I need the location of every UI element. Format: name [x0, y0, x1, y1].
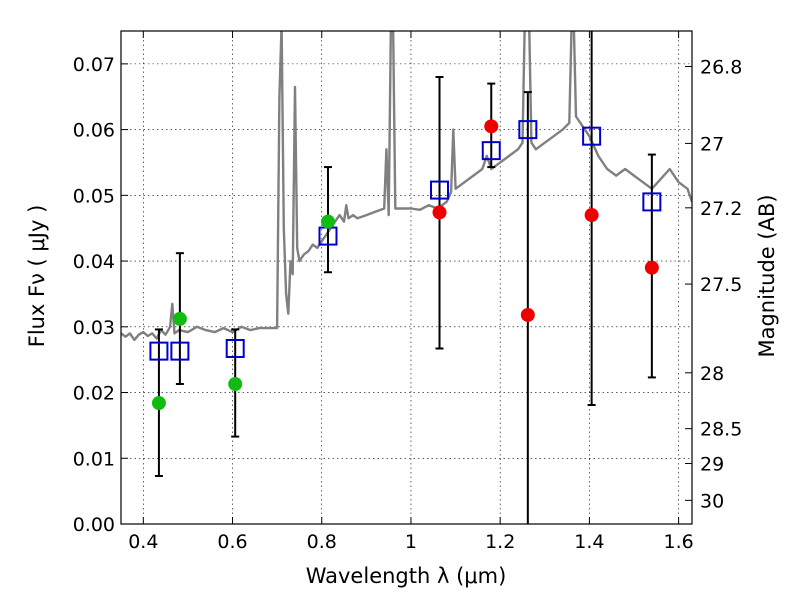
grid-lines	[121, 31, 692, 524]
y-tick-label: 0.04	[73, 251, 115, 273]
x-tick-label: 0.8	[307, 531, 337, 553]
magnitude-tick-label: 27.5	[700, 274, 742, 296]
y-tick-label: 0.02	[73, 383, 115, 405]
observed-point-green	[151, 396, 166, 411]
model-photometry-point	[518, 120, 538, 140]
y-tick-label: 0.05	[73, 185, 115, 207]
y-axis-right-label: Magnitude (AB)	[755, 194, 779, 357]
magnitude-tick-label: 29	[700, 454, 724, 476]
model-photometry-point	[430, 180, 450, 200]
y-tick-label: 0.06	[73, 120, 115, 142]
observed-point-green	[228, 376, 243, 391]
magnitude-tick-label: 28.5	[700, 419, 742, 441]
model-photometry-point	[642, 192, 662, 212]
plot-frame	[120, 30, 693, 525]
plot-area	[121, 31, 692, 524]
observed-point-red	[484, 119, 499, 134]
x-tick-label: 1.6	[664, 531, 694, 553]
observed-point-red	[584, 208, 599, 223]
x-tick-label: 0.4	[128, 531, 158, 553]
magnitude-tick-label: 27.2	[700, 198, 742, 220]
observed-point-red	[520, 307, 535, 322]
observed-point-red	[432, 205, 447, 220]
axis-ticks: 0.4 0.6 0.8 1 1.2 1.4 1.6 0.00 0.01 0.02 0.03 0.04 0…	[73, 31, 742, 553]
magnitude-tick-label: 30	[700, 490, 724, 512]
x-tick-label: 0.6	[217, 531, 247, 553]
magnitude-tick-label: 26.8	[700, 56, 742, 78]
x-tick-label: 1	[405, 531, 417, 553]
observed-point-green	[172, 311, 187, 326]
x-tick-label: 1.4	[574, 531, 604, 553]
magnitude-tick-label: 27	[700, 133, 724, 155]
observed-point-green	[320, 214, 335, 229]
y-axis-label: Flux Fν ( μJy )	[25, 205, 49, 348]
x-tick-label: 1.2	[485, 531, 515, 553]
y-tick-label: 0.00	[73, 514, 115, 536]
model-spectrum-line	[121, 31, 692, 342]
x-axis-label: Wavelength λ (μm)	[306, 564, 507, 588]
observed-point-red	[644, 260, 659, 275]
model-photometry-point	[149, 341, 169, 361]
model-photometry-point	[582, 126, 602, 146]
model-photometry-point	[225, 338, 245, 358]
magnitude-tick-label: 28	[700, 363, 724, 385]
model-photometry-point	[481, 141, 501, 161]
y-tick-label: 0.07	[73, 54, 115, 76]
y-tick-label: 0.01	[73, 448, 115, 470]
data-group	[121, 31, 692, 524]
y-tick-label: 0.03	[73, 317, 115, 339]
model-photometry-point	[170, 341, 190, 361]
